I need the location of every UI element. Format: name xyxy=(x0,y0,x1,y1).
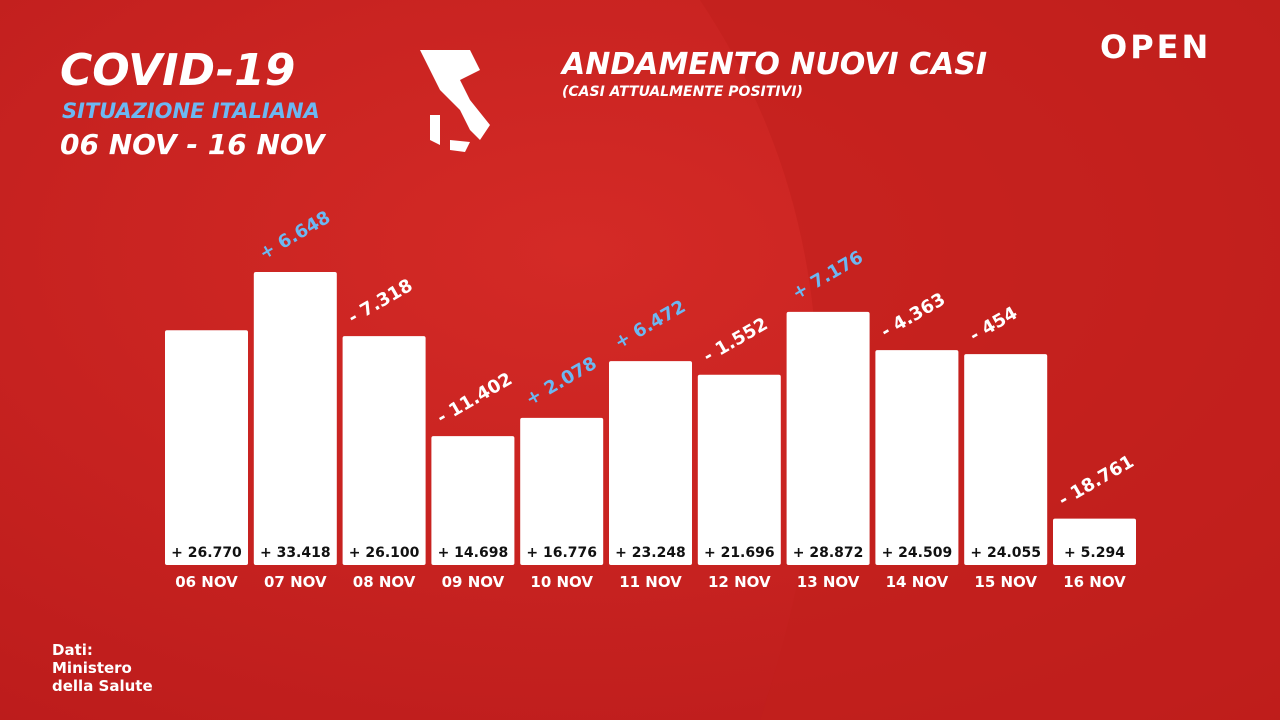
bar-value-label: + 24.055 xyxy=(970,545,1041,561)
bar-value-label: + 26.100 xyxy=(349,545,420,561)
bar xyxy=(342,336,426,565)
heading-subtitle: SITUAZIONE ITALIANA xyxy=(62,99,320,123)
source-line: Dati: xyxy=(52,641,93,659)
period: 06 NOV - 16 NOV xyxy=(60,128,327,161)
x-tick-label: 16 NOV xyxy=(1063,573,1126,591)
bar-value-label: + 14.698 xyxy=(438,545,509,561)
brand-logo: OPEN xyxy=(1100,28,1211,66)
x-tick-label: 13 NOV xyxy=(797,573,860,591)
bar xyxy=(875,350,959,565)
bar xyxy=(786,311,870,565)
bar-value-label: + 23.248 xyxy=(615,545,686,561)
bar-value-label: + 21.696 xyxy=(704,545,775,561)
bar-value-label: + 26.770 xyxy=(171,545,242,561)
bar xyxy=(520,417,604,565)
chart-title: ANDAMENTO NUOVI CASI xyxy=(560,47,987,82)
bar xyxy=(697,374,781,565)
source-line: della Salute xyxy=(52,677,153,695)
bar-value-label: + 5.294 xyxy=(1064,545,1125,561)
bar xyxy=(253,272,337,565)
x-tick-label: 14 NOV xyxy=(886,573,949,591)
bar xyxy=(165,330,248,565)
chart-subtitle: (CASI ATTUALMENTE POSITIVI) xyxy=(562,84,803,100)
x-tick-label: 06 NOV xyxy=(175,573,238,591)
x-tick-label: 10 NOV xyxy=(530,573,593,591)
bar xyxy=(964,354,1048,565)
x-tick-label: 11 NOV xyxy=(619,573,682,591)
x-tick-label: 08 NOV xyxy=(353,573,416,591)
bar-value-label: + 33.418 xyxy=(260,545,331,561)
italy-map xyxy=(420,50,490,152)
x-tick-label: 12 NOV xyxy=(708,573,771,591)
x-tick-label: 09 NOV xyxy=(442,573,505,591)
heading: COVID-19 xyxy=(60,45,295,96)
bar xyxy=(1053,518,1136,565)
x-tick-label: 07 NOV xyxy=(264,573,327,591)
source-line: Ministero xyxy=(52,659,132,677)
bar xyxy=(609,361,692,565)
bar-value-label: + 24.509 xyxy=(882,545,953,561)
x-tick-label: 15 NOV xyxy=(974,573,1037,591)
bar-value-label: + 28.872 xyxy=(793,545,864,561)
bar-value-label: + 16.776 xyxy=(526,545,597,561)
bar xyxy=(431,436,515,565)
